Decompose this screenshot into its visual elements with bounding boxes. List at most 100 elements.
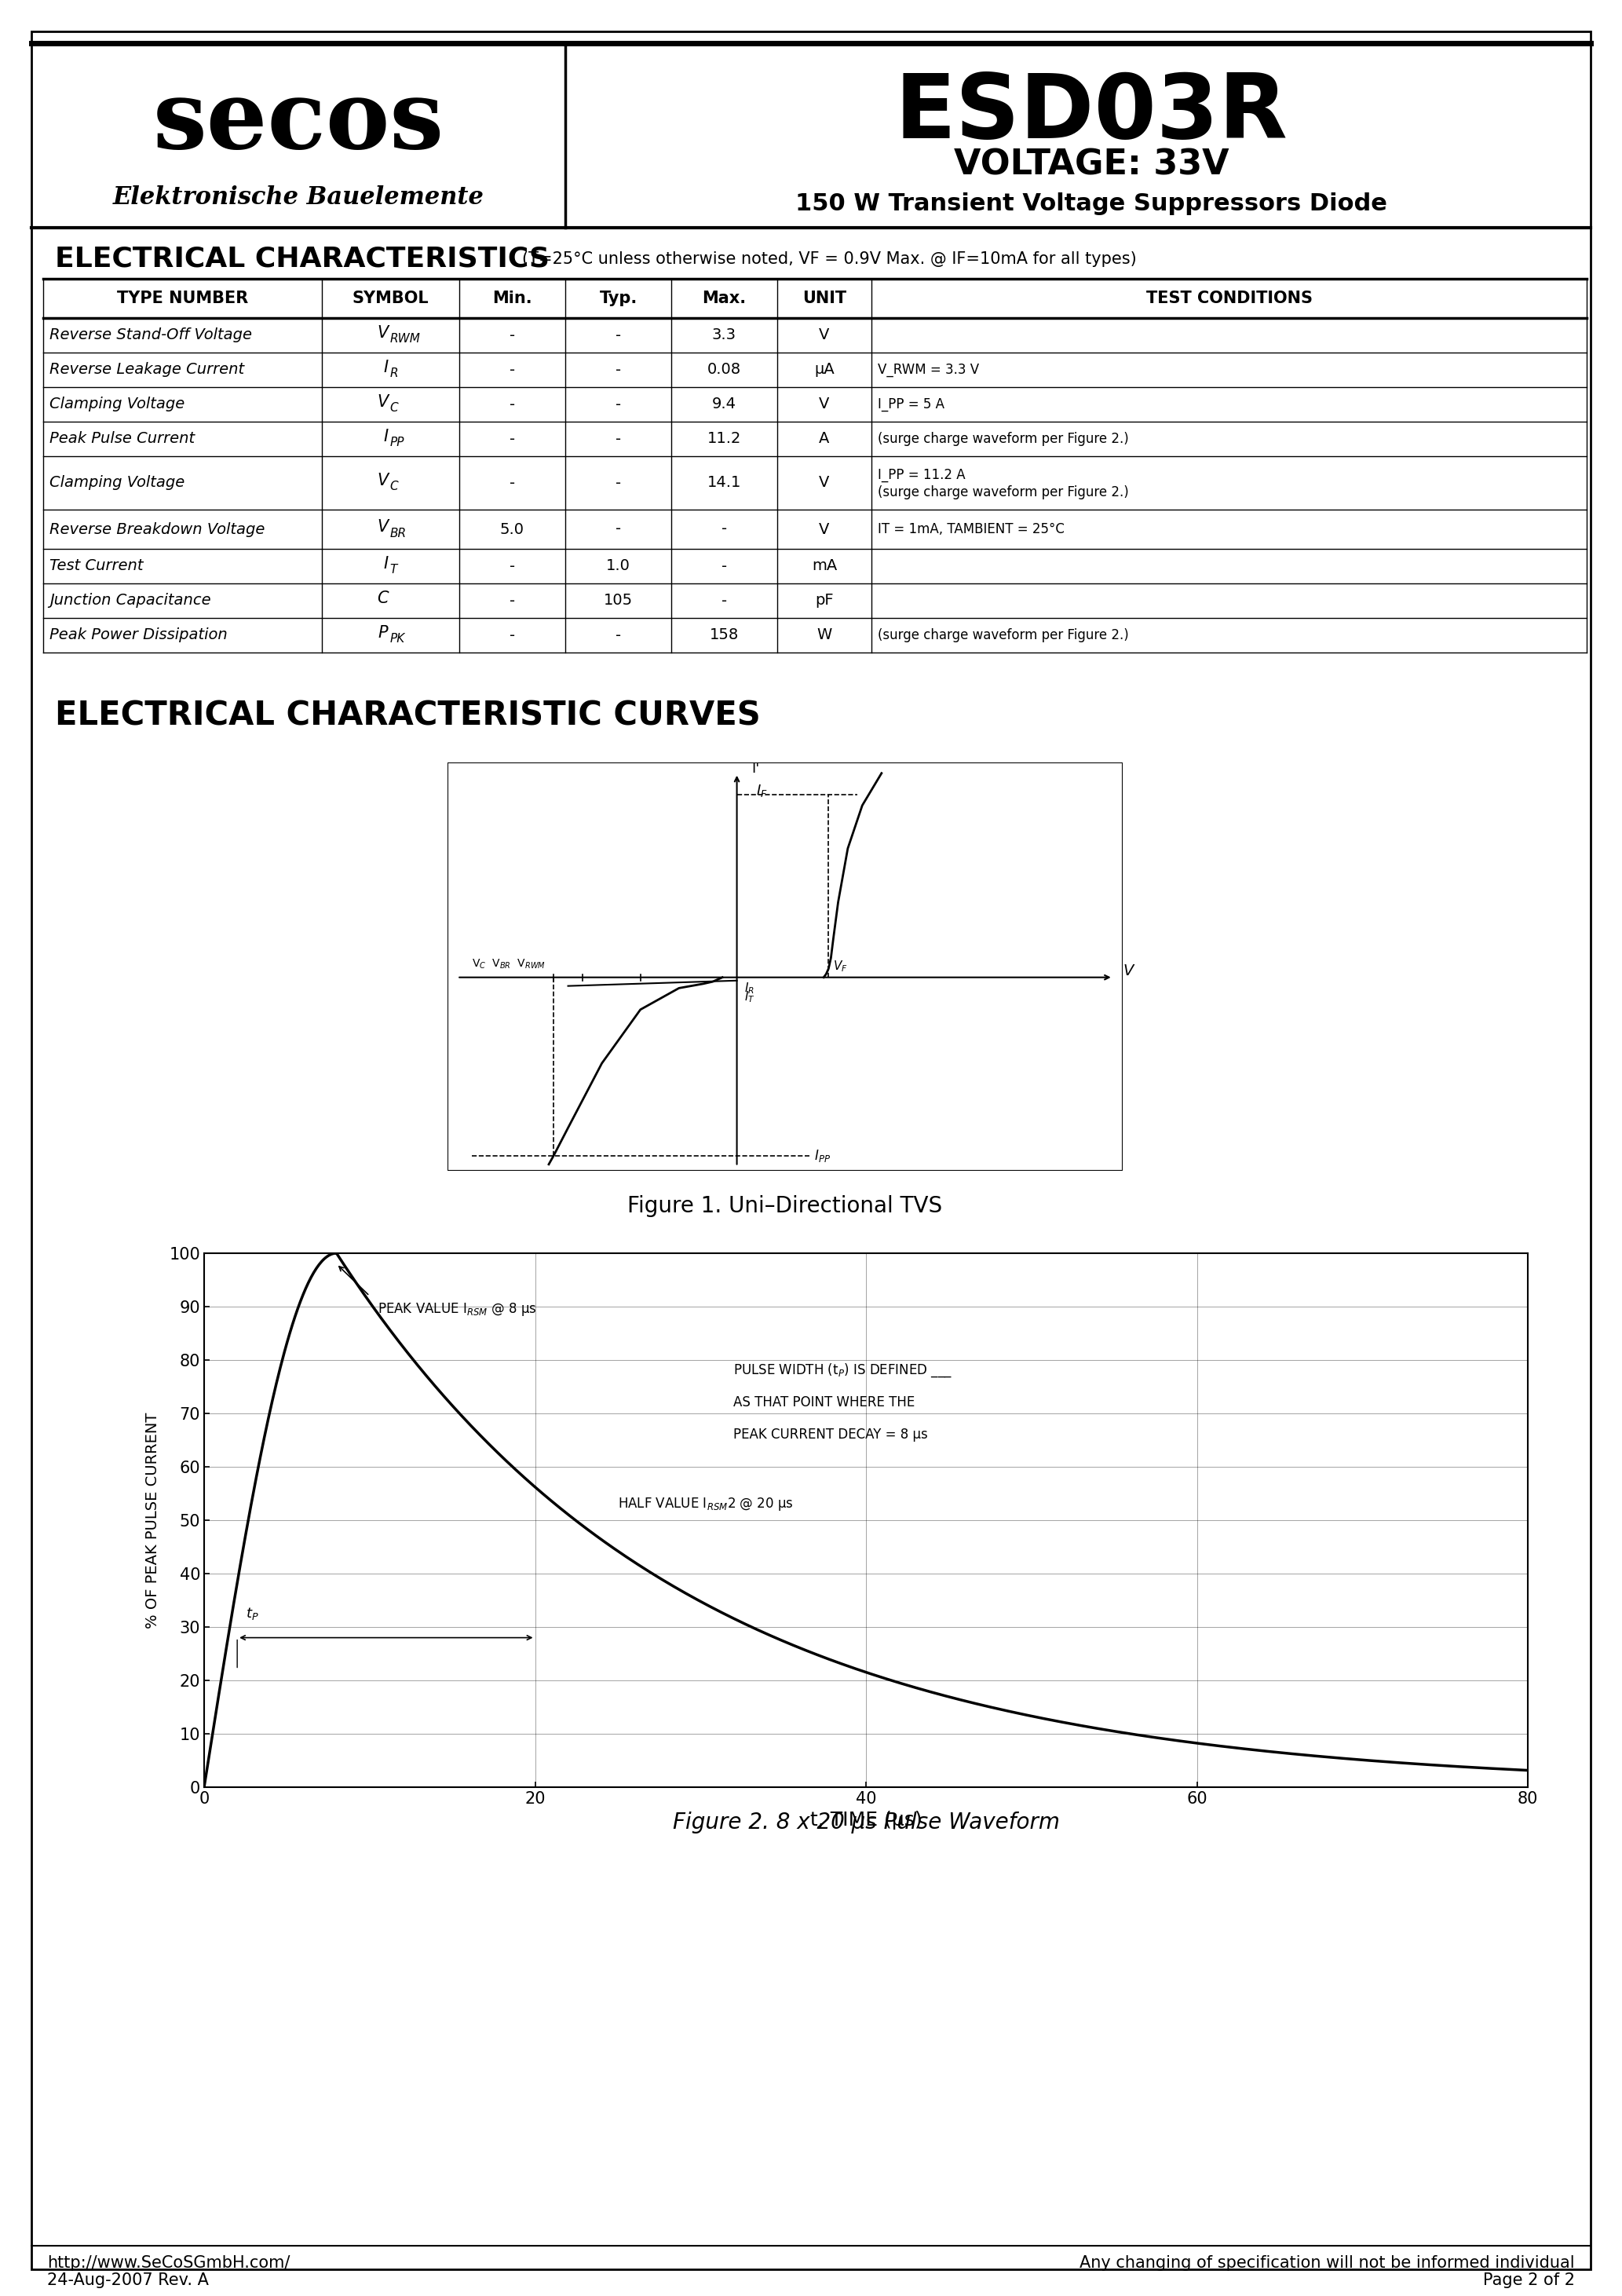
Text: PP: PP — [389, 436, 404, 448]
Text: -: - — [615, 432, 621, 445]
Text: secos: secos — [152, 76, 444, 168]
Text: HALF VALUE I$_{RSM}$2 @ 20 μs: HALF VALUE I$_{RSM}$2 @ 20 μs — [618, 1497, 793, 1513]
Text: Reverse Leakage Current: Reverse Leakage Current — [49, 363, 245, 377]
Text: V: V — [376, 326, 388, 340]
Text: V: V — [376, 473, 388, 489]
Bar — [448, 762, 1122, 1171]
Text: pF: pF — [816, 592, 834, 608]
Text: V: V — [376, 519, 388, 535]
Text: -: - — [615, 328, 621, 342]
Text: Min.: Min. — [493, 292, 532, 305]
Text: mA: mA — [811, 558, 837, 574]
Text: I: I — [383, 429, 388, 445]
Text: μA: μA — [814, 363, 834, 377]
Y-axis label: % OF PEAK PULSE CURRENT: % OF PEAK PULSE CURRENT — [146, 1412, 161, 1628]
Text: (surge charge waveform per Figure 2.): (surge charge waveform per Figure 2.) — [878, 432, 1129, 445]
Text: 5.0: 5.0 — [500, 521, 524, 537]
Text: I$_F$: I$_F$ — [756, 783, 767, 799]
Text: -: - — [509, 558, 516, 574]
Text: IT = 1mA, TAMBIENT = 25°C: IT = 1mA, TAMBIENT = 25°C — [878, 521, 1064, 537]
Text: I$_T$: I$_T$ — [744, 990, 754, 1003]
Text: Max.: Max. — [702, 292, 746, 305]
Text: TYPE NUMBER: TYPE NUMBER — [117, 292, 248, 305]
Text: -: - — [509, 432, 516, 445]
Text: V: V — [819, 397, 829, 411]
Text: Test Current: Test Current — [49, 558, 143, 574]
Text: -: - — [509, 397, 516, 411]
Text: -: - — [615, 521, 621, 537]
Text: 24-Aug-2007 Rev. A: 24-Aug-2007 Rev. A — [47, 2273, 209, 2289]
Text: Elektronische Bauelemente: Elektronische Bauelemente — [112, 186, 483, 209]
Text: 1.0: 1.0 — [607, 558, 631, 574]
Text: V: V — [819, 475, 829, 491]
Text: -: - — [615, 363, 621, 377]
Text: Page 2 of 2: Page 2 of 2 — [1483, 2273, 1575, 2289]
Text: VOLTAGE: 33V: VOLTAGE: 33V — [954, 147, 1229, 181]
Text: Figure 2. 8 x 20 μs Pulse Waveform: Figure 2. 8 x 20 μs Pulse Waveform — [673, 1812, 1059, 1835]
Text: I_PP = 5 A: I_PP = 5 A — [878, 397, 944, 411]
Text: I$_R$: I$_R$ — [744, 980, 754, 996]
Text: C: C — [389, 480, 397, 494]
Text: UNIT: UNIT — [803, 292, 847, 305]
Text: TEST CONDITIONS: TEST CONDITIONS — [1145, 292, 1312, 305]
Text: ESD03R: ESD03R — [895, 71, 1288, 158]
Text: I$_{PP}$: I$_{PP}$ — [814, 1148, 830, 1164]
Text: -: - — [615, 475, 621, 491]
Text: I': I' — [751, 762, 759, 776]
Text: I: I — [383, 360, 388, 374]
Text: 3.3: 3.3 — [712, 328, 736, 342]
X-axis label: t, TIME (μs): t, TIME (μs) — [809, 1812, 921, 1830]
Text: -: - — [509, 328, 516, 342]
Text: P: P — [378, 625, 388, 641]
Text: R: R — [389, 367, 397, 379]
Text: -: - — [722, 558, 727, 574]
Text: I: I — [383, 556, 388, 572]
Text: Reverse Stand-Off Voltage: Reverse Stand-Off Voltage — [49, 328, 251, 342]
Text: Junction Capacitance: Junction Capacitance — [49, 592, 211, 608]
Text: V: V — [1122, 964, 1134, 978]
Text: V_RWM = 3.3 V: V_RWM = 3.3 V — [878, 363, 980, 377]
Text: V: V — [819, 328, 829, 342]
Text: Peak Pulse Current: Peak Pulse Current — [49, 432, 195, 445]
Text: (surge charge waveform per Figure 2.): (surge charge waveform per Figure 2.) — [878, 629, 1129, 643]
Text: PULSE WIDTH (t$_P$) IS DEFINED ___: PULSE WIDTH (t$_P$) IS DEFINED ___ — [733, 1362, 952, 1380]
Text: V$_C$  V$_{BR}$  V$_{RWM}$: V$_C$ V$_{BR}$ V$_{RWM}$ — [472, 957, 545, 971]
Text: ELECTRICAL CHARACTERISTIC CURVES: ELECTRICAL CHARACTERISTIC CURVES — [55, 698, 761, 732]
Text: C: C — [376, 590, 388, 606]
Text: Reverse Breakdown Voltage: Reverse Breakdown Voltage — [49, 521, 264, 537]
Text: Figure 1. Uni–Directional TVS: Figure 1. Uni–Directional TVS — [628, 1196, 942, 1217]
Text: A: A — [819, 432, 829, 445]
Text: Any changing of specification will not be informed individual: Any changing of specification will not b… — [1080, 2255, 1575, 2271]
Text: (surge charge waveform per Figure 2.): (surge charge waveform per Figure 2.) — [878, 484, 1129, 501]
Text: V$_F$: V$_F$ — [834, 960, 848, 974]
Text: -: - — [509, 475, 516, 491]
Text: 11.2: 11.2 — [707, 432, 741, 445]
Text: http://www.SeCoSGmbH.com/: http://www.SeCoSGmbH.com/ — [47, 2255, 290, 2271]
Text: ELECTRICAL CHARACTERISTICS: ELECTRICAL CHARACTERISTICS — [55, 246, 550, 273]
Text: -: - — [615, 627, 621, 643]
Text: V: V — [819, 521, 829, 537]
Text: 158: 158 — [710, 627, 740, 643]
Text: 105: 105 — [603, 592, 633, 608]
Text: PK: PK — [389, 634, 406, 645]
Text: PEAK VALUE I$_{RSM}$ @ 8 μs: PEAK VALUE I$_{RSM}$ @ 8 μs — [378, 1302, 537, 1318]
Text: Peak Power Dissipation: Peak Power Dissipation — [49, 627, 227, 643]
Text: W: W — [817, 627, 832, 643]
Text: 9.4: 9.4 — [712, 397, 736, 411]
Text: PEAK CURRENT DECAY = 8 μs: PEAK CURRENT DECAY = 8 μs — [733, 1428, 928, 1442]
Text: -: - — [509, 592, 516, 608]
Text: SYMBOL: SYMBOL — [352, 292, 428, 305]
Text: -: - — [615, 397, 621, 411]
Text: V: V — [376, 395, 388, 411]
Text: t$_P$: t$_P$ — [245, 1605, 258, 1621]
Text: T: T — [389, 565, 397, 576]
Text: 150 W Transient Voltage Suppressors Diode: 150 W Transient Voltage Suppressors Diod… — [795, 193, 1387, 216]
Text: -: - — [509, 363, 516, 377]
Text: 0.08: 0.08 — [707, 363, 741, 377]
Text: -: - — [722, 592, 727, 608]
Text: -: - — [722, 521, 727, 537]
Text: -: - — [509, 627, 516, 643]
Text: BR: BR — [389, 528, 407, 540]
Text: RWM: RWM — [389, 333, 420, 344]
Text: AS THAT POINT WHERE THE: AS THAT POINT WHERE THE — [733, 1396, 915, 1410]
